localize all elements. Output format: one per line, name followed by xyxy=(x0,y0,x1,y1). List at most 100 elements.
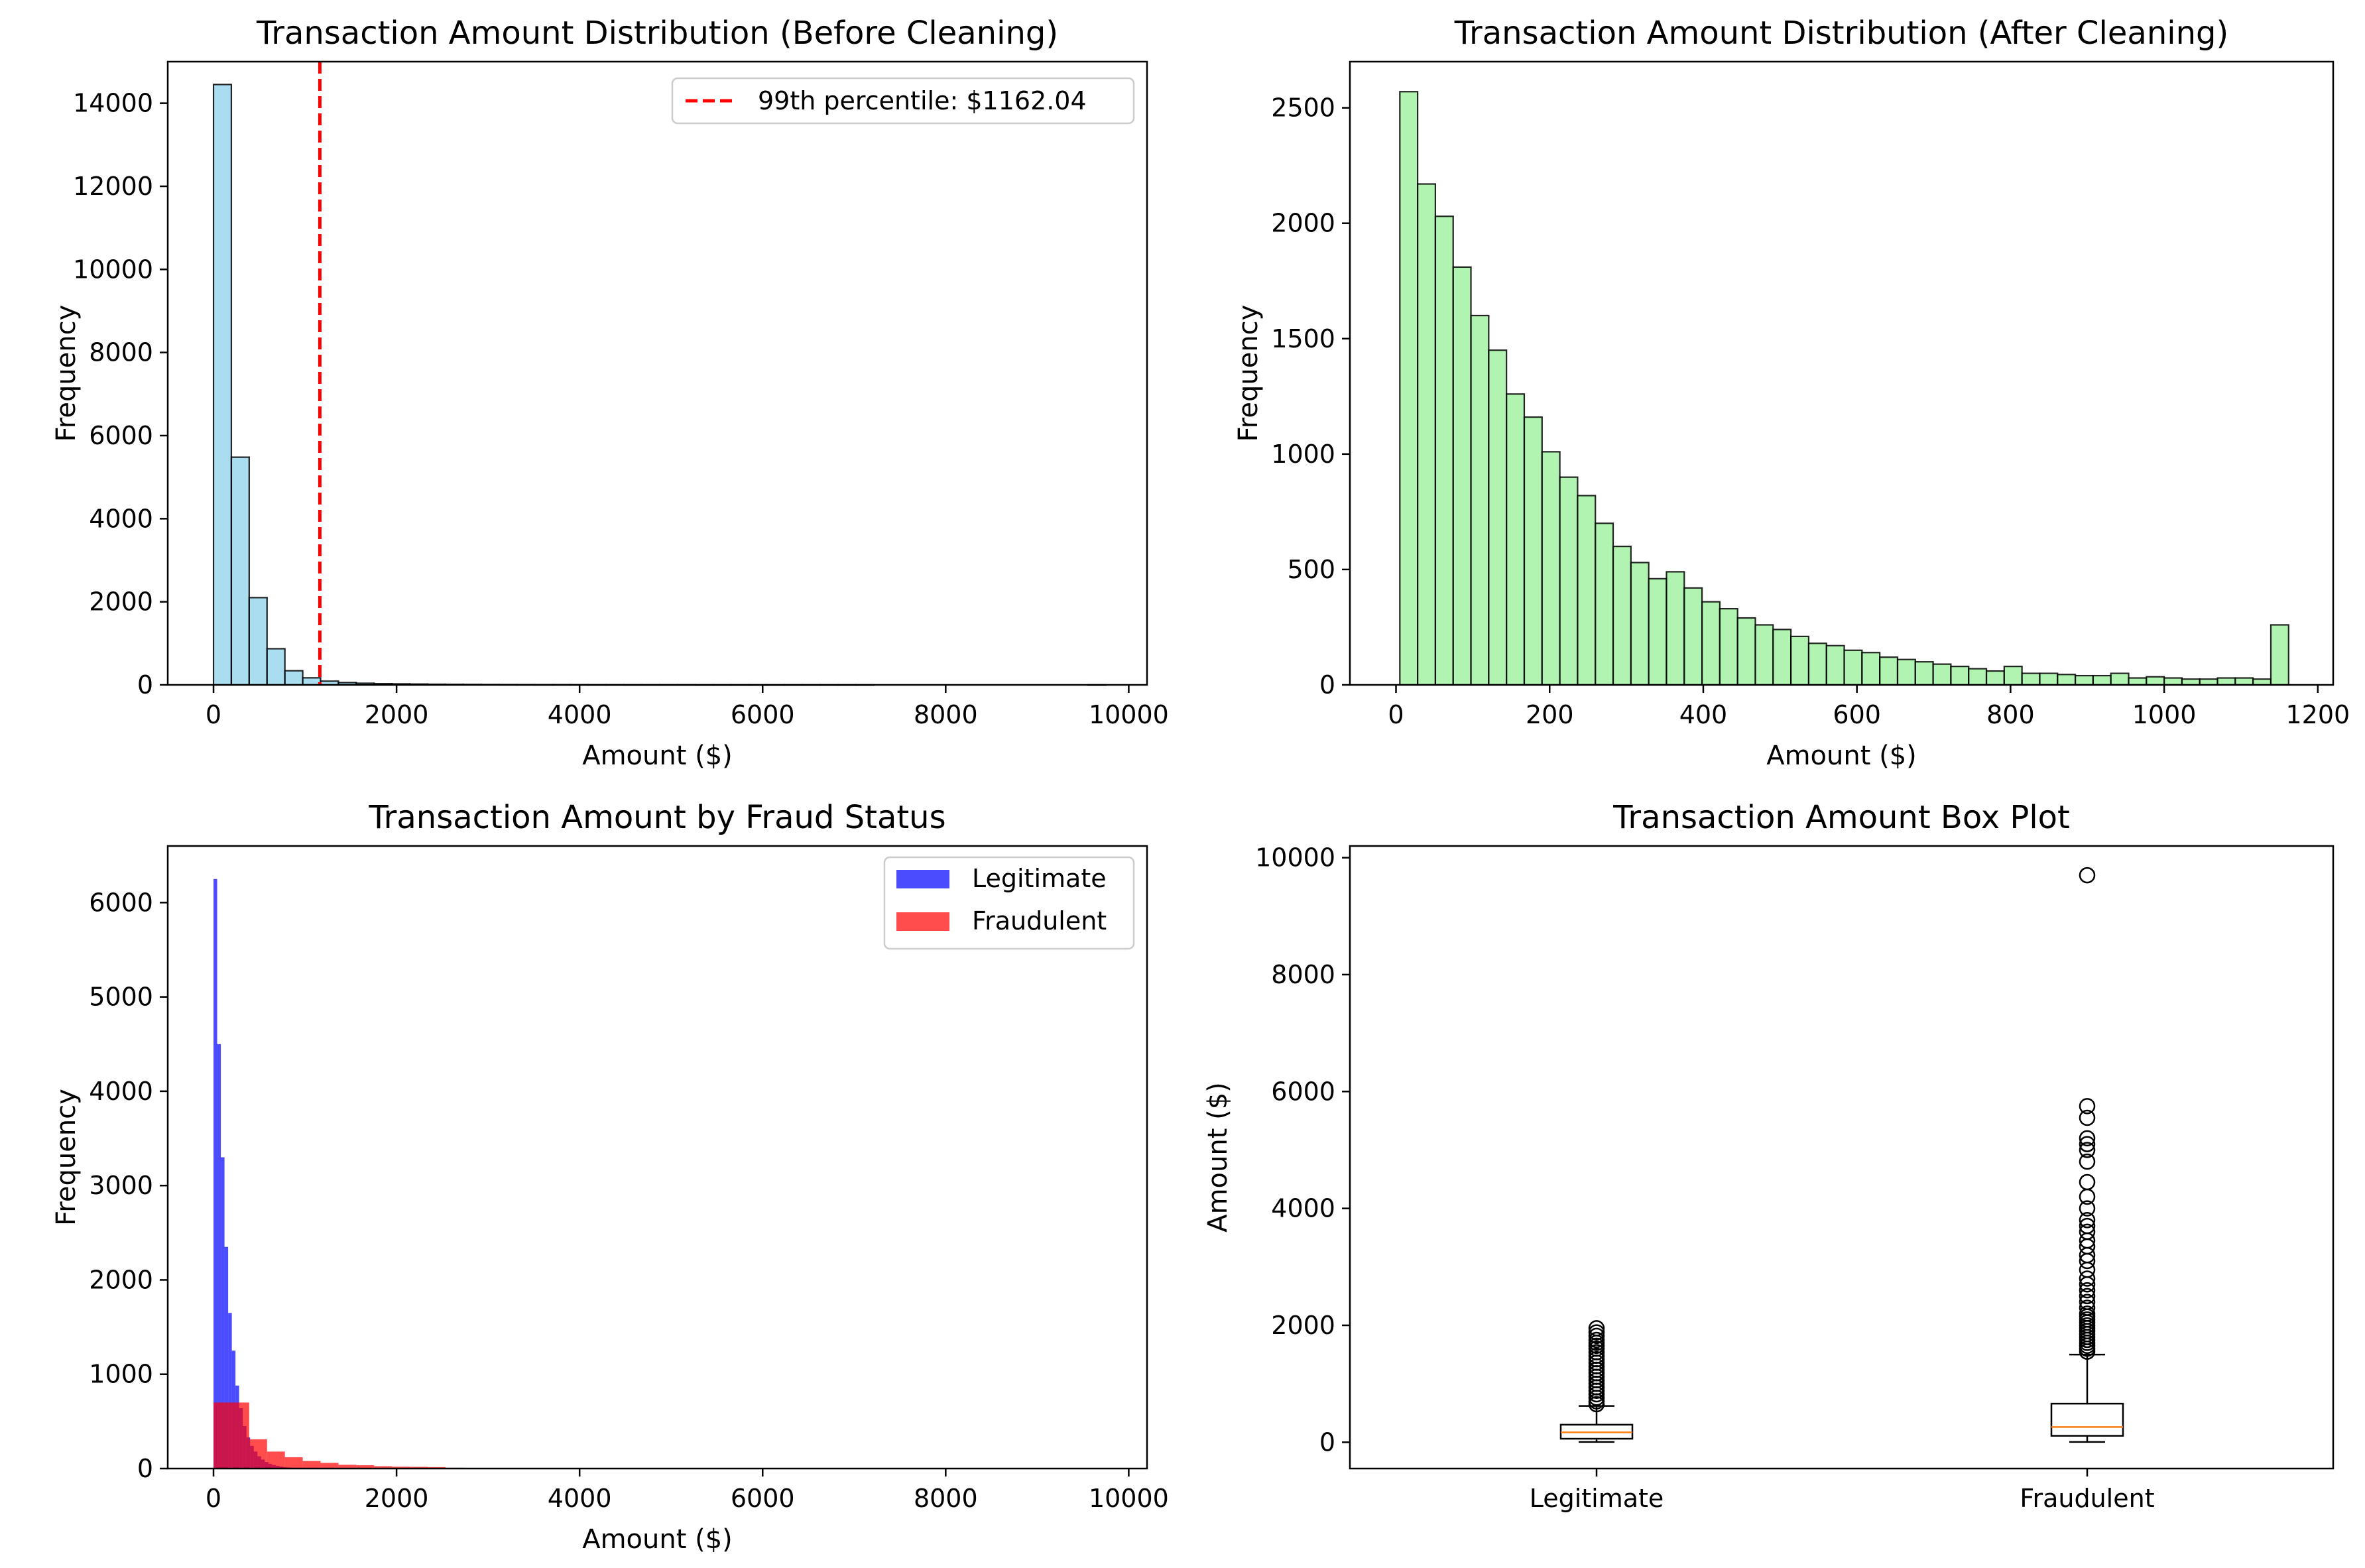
y-axis-label: Frequency xyxy=(51,305,82,442)
chart-title: Transaction Amount Box Plot xyxy=(1612,799,2070,836)
histogram-bar xyxy=(302,677,322,686)
histogram-bar xyxy=(1968,668,1988,686)
histogram-bar xyxy=(1488,349,1508,686)
y-tick-label: 2500 xyxy=(1271,93,1335,123)
y-tick-label: 14000 xyxy=(73,89,153,118)
histogram-bar xyxy=(1950,666,1970,686)
outlier-point xyxy=(2079,1270,2096,1287)
x-tick-label: 400 xyxy=(1679,700,1728,729)
y-tick-label: 0 xyxy=(1319,670,1335,699)
outlier-point xyxy=(2079,1223,2096,1240)
outlier-point xyxy=(1588,1320,1605,1337)
legend-label: Legitimate xyxy=(972,864,1107,893)
outlier-point xyxy=(2079,1153,2096,1170)
outlier-point xyxy=(2079,1217,2096,1235)
y-tick-label: 12000 xyxy=(73,172,153,201)
outlier-point xyxy=(1588,1331,1605,1349)
x-tick-label: 1000 xyxy=(2132,700,2197,729)
histogram-bar xyxy=(1807,642,1827,686)
x-tick-label: 1200 xyxy=(2285,700,2350,729)
histogram-bar xyxy=(266,648,286,686)
histogram-bar xyxy=(1541,451,1561,686)
subplot-4: Legitimate Fraudulent 0 2000 4000 6000 8000 100… xyxy=(1203,799,2335,1513)
x-tick-label: 800 xyxy=(1986,700,2035,729)
histogram-bar xyxy=(1470,314,1490,686)
histogram-bar xyxy=(2021,672,2041,686)
histogram-bar xyxy=(248,597,268,686)
y-tick-label: 4000 xyxy=(89,504,153,533)
legend-label: Fraudulent xyxy=(972,906,1107,935)
y-tick-label: 4000 xyxy=(1271,1194,1335,1223)
histogram-bar xyxy=(1772,629,1792,686)
histogram-bar-fraudulent xyxy=(374,1466,393,1469)
x-tick-label: 2000 xyxy=(365,700,429,729)
outlier-point xyxy=(2079,1288,2096,1305)
y-tick-label: 3000 xyxy=(89,1171,153,1200)
plot-frame xyxy=(166,845,1148,1470)
histogram-bar-legitimate xyxy=(217,1044,221,1469)
histogram-bar xyxy=(2216,677,2236,686)
legend-box xyxy=(671,77,1135,125)
x-tick-label: 0 xyxy=(1388,700,1404,729)
subplot-1: 0 2000 4000 6000 8000 10000 0 2000 4000 6000 8000 1… xyxy=(51,15,1169,771)
histogram-bar xyxy=(2163,677,2183,686)
histogram-bar-fraudulent xyxy=(213,1402,231,1469)
legend: 99th percentile: $1162.04 xyxy=(671,77,1135,125)
histogram-bar xyxy=(2234,677,2254,686)
y-tick-label: 2000 xyxy=(89,1265,153,1294)
x-tick-label: 4000 xyxy=(548,1484,612,1513)
outlier-point xyxy=(2079,1142,2096,1158)
histogram-bar xyxy=(2003,666,2023,686)
histogram-bar-fraudulent xyxy=(392,1467,410,1469)
histogram-bar-legitimate xyxy=(224,1246,229,1469)
histogram-bar xyxy=(1736,617,1756,686)
x-tick-label: 8000 xyxy=(914,1484,978,1513)
y-tick-label: 1000 xyxy=(1271,440,1335,469)
histogram-bar xyxy=(1452,266,1472,686)
x-tick-label: 6000 xyxy=(731,700,795,729)
histogram-bar xyxy=(2181,678,2201,686)
x-tick-label: 6000 xyxy=(731,1484,795,1513)
y-tick-label: 10000 xyxy=(1255,843,1335,873)
histogram-bar xyxy=(1417,183,1437,686)
box-fraudulent xyxy=(2050,867,2124,1443)
histogram-bar xyxy=(284,670,304,686)
x-tick-label: 200 xyxy=(1526,700,1574,729)
y-axis-label: Frequency xyxy=(51,1089,82,1226)
legend-swatch xyxy=(896,912,949,931)
y-tick-label: 10000 xyxy=(73,255,153,284)
histogram-bar xyxy=(1932,663,1952,686)
x-tick-label: Legitimate xyxy=(1530,1484,1664,1513)
outlier-point xyxy=(2079,1294,2096,1310)
histogram-bar xyxy=(1843,649,1863,686)
histogram-bar xyxy=(1701,601,1721,686)
histogram-bar-fraudulent xyxy=(356,1465,375,1469)
outlier-point xyxy=(2079,1109,2096,1126)
histogram-bar xyxy=(1630,562,1650,686)
histogram-bar xyxy=(1434,215,1454,686)
x-tick-label: 0 xyxy=(206,1484,221,1513)
histogram-bar xyxy=(2092,674,2112,686)
y-tick-label: 500 xyxy=(1287,555,1335,584)
histogram-bar-legitimate xyxy=(221,1157,225,1469)
outlier-point xyxy=(2079,1136,2096,1152)
outlier-point xyxy=(2079,1305,2096,1322)
outlier-point xyxy=(2079,1130,2096,1147)
y-tick-label: 5000 xyxy=(89,983,153,1012)
y-tick-label: 8000 xyxy=(89,338,153,367)
y-tick-label: 6000 xyxy=(89,421,153,450)
histogram-bar xyxy=(1399,91,1419,686)
histogram-bar xyxy=(2199,678,2218,686)
y-tick-label: 8000 xyxy=(1271,960,1335,989)
y-tick-label: 2000 xyxy=(89,587,153,617)
histogram-bar xyxy=(2057,674,2077,686)
histogram-bar xyxy=(1754,624,1774,686)
y-axis-label: Frequency xyxy=(1233,305,1264,442)
histogram-bar xyxy=(2270,624,2289,686)
histogram-bar-legitimate xyxy=(213,878,217,1469)
x-tick-label: 600 xyxy=(1833,700,1881,729)
histogram-bar-fraudulent xyxy=(231,1402,249,1469)
histogram-bar xyxy=(2128,677,2148,686)
histogram-bar xyxy=(1790,635,1810,686)
histogram-bar xyxy=(2074,674,2094,686)
